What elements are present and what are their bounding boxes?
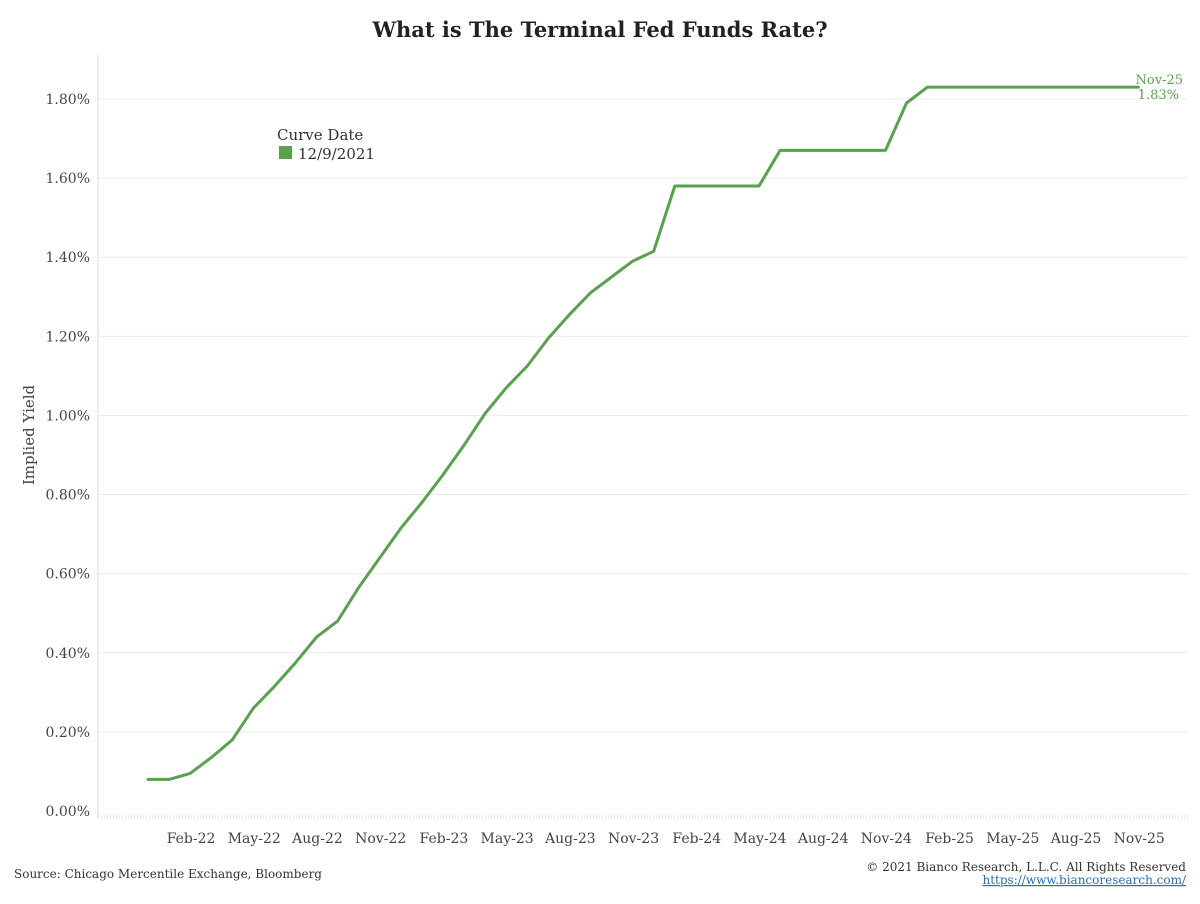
y-tick-label: 0.00% (46, 804, 90, 820)
x-tick-label: Aug-25 (1050, 831, 1102, 847)
x-tick-label: May-25 (986, 831, 1039, 847)
y-tick-label: 0.60% (46, 567, 90, 583)
gridlines (98, 98, 1188, 817)
end-label: Nov-25 1.83% (1136, 73, 1183, 103)
axes (97, 55, 1188, 819)
series (146, 85, 1140, 781)
x-tick-label: Aug-22 (291, 831, 343, 847)
source-note: Source: Chicago Mercentile Exchange, Blo… (14, 867, 322, 881)
end-label-date: Nov-25 (1136, 73, 1183, 88)
y-tick-label: 0.80% (46, 488, 90, 504)
legend: Curve Date 12/9/2021 (277, 126, 375, 163)
x-tick-label: Feb-25 (925, 831, 974, 847)
y-axis-ticks: 0.00% 0.20% 0.40% 0.60% 0.80% 1.00% 1.20% 1.40%… (46, 92, 90, 820)
series-line (146, 85, 1140, 781)
y-tick-label: 0.20% (46, 725, 90, 741)
y-tick-label: 0.40% (46, 646, 90, 662)
y-tick-label: 1.60% (46, 171, 90, 187)
y-axis-label: Implied Yield (20, 384, 38, 485)
x-tick-label: Aug-24 (797, 831, 849, 847)
legend-swatch (279, 146, 292, 159)
x-tick-label: May-22 (228, 831, 281, 847)
x-tick-label: Feb-24 (672, 831, 721, 847)
x-tick-label: May-24 (733, 831, 786, 847)
x-tick-label: Aug-23 (544, 831, 596, 847)
x-axis-ticks: Feb-22 May-22 Aug-22 Nov-22 Feb-23 May-23 Aug-… (167, 831, 1165, 847)
x-tick-label: Nov-22 (355, 831, 406, 847)
legend-title: Curve Date (277, 126, 363, 144)
y-tick-label: 1.40% (46, 250, 90, 266)
end-label-value: 1.83% (1138, 88, 1179, 103)
chart-title: What is The Terminal Fed Funds Rate? (371, 17, 827, 42)
x-tick-label: Nov-23 (608, 831, 659, 847)
x-tick-label: Nov-24 (861, 831, 912, 847)
x-tick-label: Feb-22 (167, 831, 216, 847)
x-tick-label: May-23 (481, 831, 534, 847)
legend-entry-label: 12/9/2021 (298, 145, 375, 163)
y-tick-label: 1.00% (46, 408, 90, 424)
y-tick-label: 1.80% (46, 92, 90, 108)
x-tick-label: Feb-23 (420, 831, 469, 847)
website-link[interactable]: https://www.biancoresearch.com/ (982, 873, 1186, 887)
copyright-note: © 2021 Bianco Research, L.L.C. All Right… (866, 860, 1186, 874)
y-tick-label: 1.20% (46, 329, 90, 345)
x-tick-label: Nov-25 (1114, 831, 1165, 847)
